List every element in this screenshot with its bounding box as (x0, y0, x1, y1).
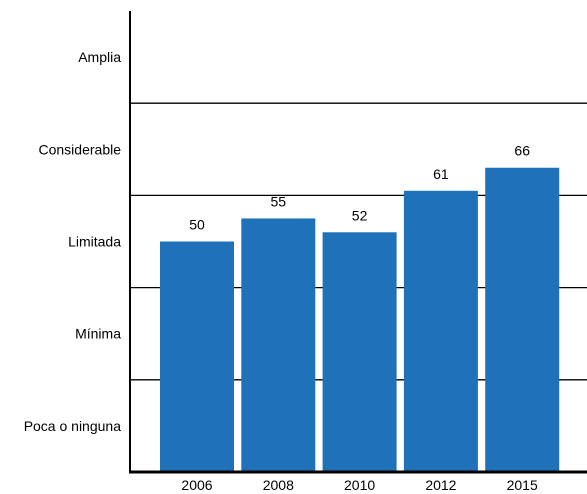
y-tick-label: Mínima (75, 326, 121, 342)
y-tick-label: Amplia (78, 49, 121, 65)
bar-2010 (322, 232, 397, 472)
bar-2012 (403, 190, 478, 473)
data-label-2015: 66 (514, 143, 530, 159)
data-labels: 50 55 52 61 66 (189, 143, 530, 233)
y-axis-labels: Poca o ninguna Mínima Limitada Considerable… (24, 49, 122, 434)
bar-2006 (160, 241, 234, 472)
data-label-2006: 50 (189, 217, 205, 233)
data-label-2012: 61 (433, 166, 449, 182)
x-tick-label-2015: 2015 (507, 477, 538, 493)
y-tick-label: Limitada (68, 234, 121, 250)
x-tick-label-2010: 2010 (344, 477, 375, 493)
data-label-2008: 55 (271, 193, 287, 209)
bar-2008 (241, 218, 316, 472)
y-tick-label: Poca o ninguna (24, 418, 122, 434)
bar-2015 (485, 167, 560, 473)
x-tick-label-2012: 2012 (425, 477, 456, 493)
data-label-2010: 52 (352, 207, 368, 223)
x-axis-labels: 2006 2008 2010 2012 2015 (181, 477, 538, 493)
x-tick-label-2006: 2006 (181, 477, 212, 493)
y-tick-label: Considerable (39, 141, 122, 157)
x-tick-label-2008: 2008 (263, 477, 294, 493)
bars (160, 167, 560, 473)
